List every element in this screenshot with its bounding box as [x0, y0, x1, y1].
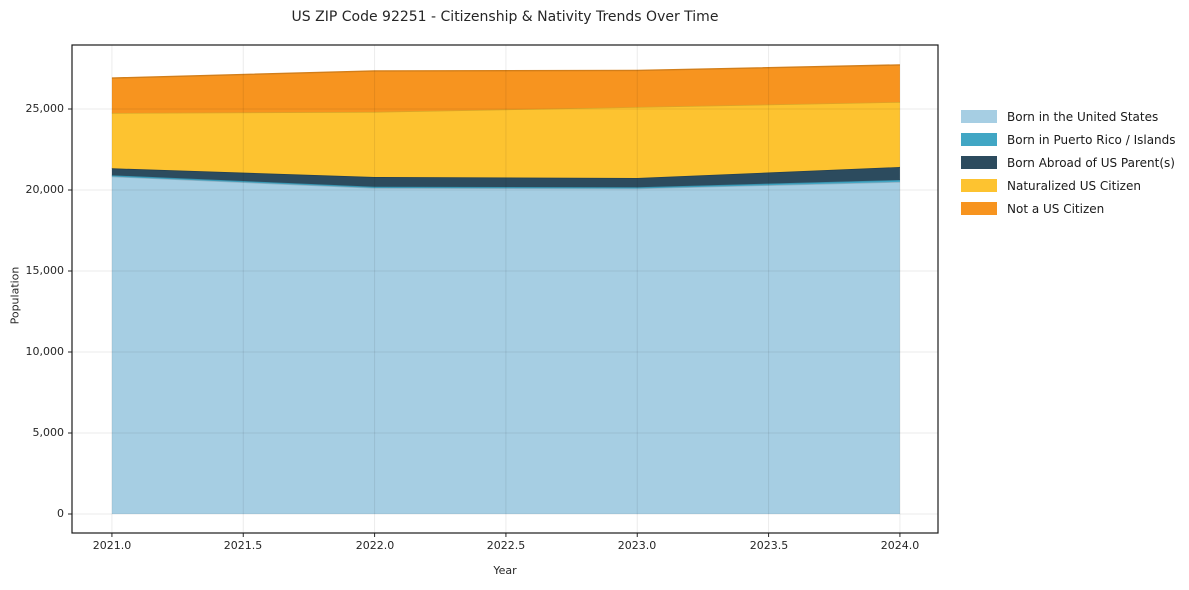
legend-swatch-puerto-rico [961, 133, 997, 146]
legend-entry-born-us: Born in the United States [961, 105, 1176, 128]
y-tick-label: 25,000 [25, 102, 65, 115]
legend-label: Born in the United States [1007, 109, 1159, 124]
x-tick-label: 2022.5 [486, 539, 526, 552]
legend-swatch-naturalized [961, 179, 997, 192]
y-tick-label: 10,000 [25, 345, 65, 358]
legend-swatch-born-us [961, 110, 997, 123]
legend-entry-born-abroad: Born Abroad of US Parent(s) [961, 151, 1176, 174]
legend-entry-naturalized: Naturalized US Citizen [961, 174, 1176, 197]
y-tick-label: 5,000 [32, 426, 65, 439]
chart-title: US ZIP Code 92251 - Citizenship & Nativi… [291, 9, 719, 25]
x-tick-label: 2023.0 [617, 539, 657, 552]
x-tick-label: 2024.0 [880, 539, 920, 552]
legend-entry-not-citizen: Not a US Citizen [961, 197, 1176, 220]
x-axis-label: Year [493, 564, 517, 577]
legend-swatch-not-citizen [961, 202, 997, 215]
x-tick-label: 2022.0 [355, 539, 395, 552]
legend-label: Naturalized US Citizen [1007, 178, 1141, 193]
legend-label: Not a US Citizen [1007, 201, 1105, 216]
legend-label: Born in Puerto Rico / Islands [1007, 132, 1176, 147]
legend-label: Born Abroad of US Parent(s) [1007, 155, 1175, 170]
legend-entry-puerto-rico: Born in Puerto Rico / Islands [961, 128, 1176, 151]
x-tick-label: 2021.0 [92, 539, 132, 552]
y-tick-label: 20,000 [25, 183, 65, 196]
legend-swatch-born-abroad [961, 156, 997, 169]
legend: Born in the United States Born in Puerto… [961, 105, 1176, 220]
x-tick-label: 2023.5 [749, 539, 789, 552]
y-tick-label: 15,000 [25, 264, 65, 277]
y-tick-label: 0 [57, 507, 64, 520]
x-tick-label: 2021.5 [223, 539, 263, 552]
